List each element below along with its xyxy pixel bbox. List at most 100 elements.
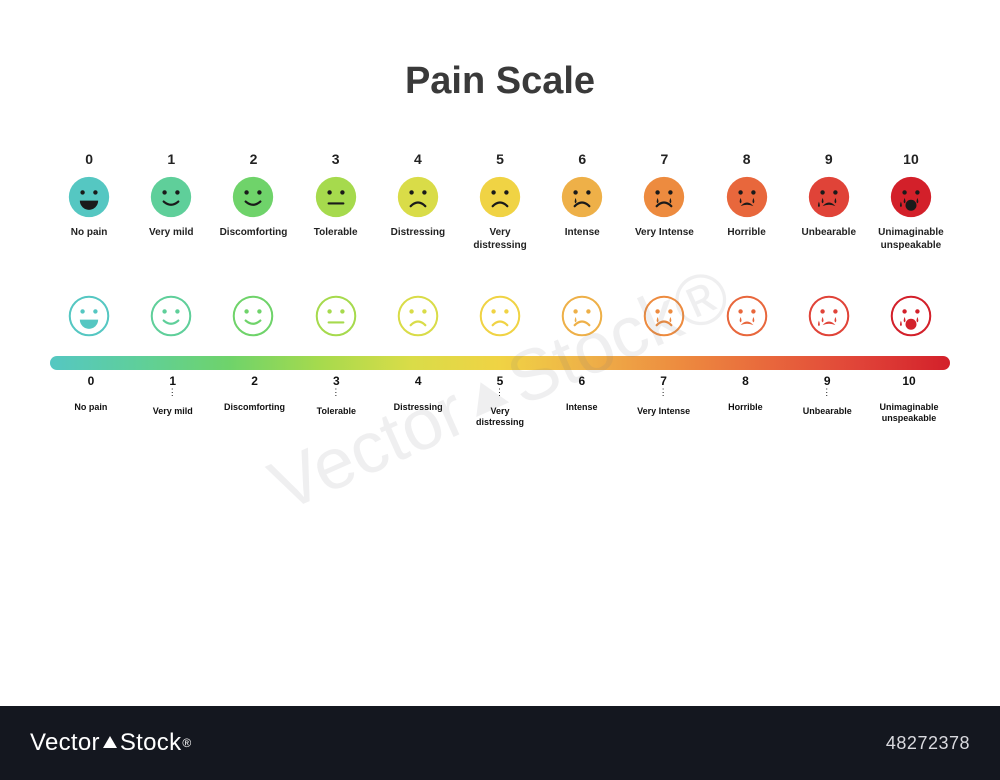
marker-label: Horrible (728, 402, 763, 413)
pain-level-3: 3 Tolerable (297, 151, 375, 252)
face-outline-icon (642, 294, 686, 338)
pain-level-2: 2 Discomforting (214, 151, 292, 252)
level-number: 8 (743, 151, 751, 167)
face-icon (149, 175, 193, 219)
pain-level-outline-5 (461, 294, 539, 338)
gradient-bar-section: 0 No pain 1 ⋮ Very mild 2 Discomforting … (50, 356, 950, 428)
level-label: Distressing (391, 227, 445, 251)
level-label: Intense (565, 227, 600, 251)
face-icon (478, 175, 522, 219)
pain-level-5: 5 Very distressing (461, 151, 539, 252)
filled-faces-row: 0 No pain 1 Very mild 2 Discomforting 3 (50, 151, 950, 252)
level-label: Very distressing (473, 227, 526, 252)
marker-number: 3 (333, 374, 340, 388)
marker-label: Unbearable (803, 406, 852, 417)
pain-level-outline-0 (50, 294, 128, 338)
marker-number: 8 (742, 374, 749, 388)
face-icon (725, 175, 769, 219)
bar-marker-4: 4 Distressing (377, 374, 459, 428)
face-outline-icon (807, 294, 851, 338)
level-number: 3 (332, 151, 340, 167)
marker-dots: ⋮ (168, 390, 178, 400)
face-icon (396, 175, 440, 219)
pain-level-outline-7 (625, 294, 703, 338)
pain-level-outline-10 (872, 294, 950, 338)
marker-label: Intense (566, 402, 598, 413)
pain-level-6: 6 Intense (543, 151, 621, 252)
marker-label: Very Intense (637, 406, 690, 417)
marker-number: 4 (415, 374, 422, 388)
level-number: 2 (250, 151, 258, 167)
pain-level-outline-1 (132, 294, 210, 338)
marker-number: 9 (824, 374, 831, 388)
level-label: No pain (71, 227, 108, 251)
level-label: Very mild (149, 227, 193, 251)
pain-level-10: 10 Unimaginable unspeakable (872, 151, 950, 252)
marker-label: Very distressing (476, 406, 524, 428)
pain-level-8: 8 Horrible (708, 151, 786, 252)
face-outline-icon (231, 294, 275, 338)
level-label: Unimaginable unspeakable (878, 227, 944, 252)
level-label: Tolerable (314, 227, 358, 251)
face-icon (642, 175, 686, 219)
pain-level-4: 4 Distressing (379, 151, 457, 252)
marker-dots: ⋮ (659, 390, 669, 400)
level-label: Unbearable (802, 227, 856, 251)
bar-marker-10: 10 Unimaginable unspeakable (868, 374, 950, 428)
marker-label: No pain (74, 402, 107, 413)
face-outline-icon (560, 294, 604, 338)
marker-number: 5 (497, 374, 504, 388)
face-outline-icon (314, 294, 358, 338)
level-number: 9 (825, 151, 833, 167)
bar-marker-5: 5 ⋮ Very distressing (459, 374, 541, 428)
bar-marker-2: 2 Discomforting (214, 374, 296, 428)
face-outline-icon (67, 294, 111, 338)
marker-number: 2 (251, 374, 258, 388)
face-icon (67, 175, 111, 219)
level-number: 0 (85, 151, 93, 167)
marker-number: 10 (902, 374, 915, 388)
marker-number: 7 (660, 374, 667, 388)
marker-label: Distressing (394, 402, 443, 413)
bar-marker-1: 1 ⋮ Very mild (132, 374, 214, 428)
pain-level-outline-3 (297, 294, 375, 338)
bar-marker-7: 7 ⋮ Very Intense (623, 374, 705, 428)
level-number: 4 (414, 151, 422, 167)
level-label: Horrible (727, 227, 765, 251)
face-outline-icon (396, 294, 440, 338)
marker-label: Unimaginable unspeakable (880, 402, 939, 424)
marker-number: 0 (88, 374, 95, 388)
bar-marker-8: 8 Horrible (705, 374, 787, 428)
pain-level-7: 7 Very Intense (625, 151, 703, 252)
level-number: 1 (167, 151, 175, 167)
pain-level-1: 1 Very mild (132, 151, 210, 252)
face-icon (314, 175, 358, 219)
footer-bar: Vector Stock® 48272378 (0, 706, 1000, 780)
face-icon (560, 175, 604, 219)
page-title: Pain Scale (50, 60, 950, 103)
marker-label: Very mild (153, 406, 193, 417)
pain-level-outline-4 (379, 294, 457, 338)
bar-marker-3: 3 ⋮ Tolerable (295, 374, 377, 428)
pain-level-outline-8 (708, 294, 786, 338)
gradient-bar (50, 356, 950, 370)
face-outline-icon (889, 294, 933, 338)
face-outline-icon (149, 294, 193, 338)
pain-level-outline-2 (214, 294, 292, 338)
face-outline-icon (725, 294, 769, 338)
pain-level-outline-6 (543, 294, 621, 338)
marker-number: 1 (169, 374, 176, 388)
marker-dots: ⋮ (495, 390, 505, 400)
level-label: Discomforting (220, 227, 288, 251)
level-number: 5 (496, 151, 504, 167)
face-icon (889, 175, 933, 219)
marker-number: 6 (578, 374, 585, 388)
level-number: 7 (661, 151, 669, 167)
stock-id: 48272378 (886, 733, 970, 754)
marker-label: Tolerable (317, 406, 356, 417)
gradient-bar-markers: 0 No pain 1 ⋮ Very mild 2 Discomforting … (50, 374, 950, 428)
outline-faces-row (50, 294, 950, 338)
brand-logo: Vector Stock® (30, 729, 192, 757)
level-label: Very Intense (635, 227, 694, 251)
face-outline-icon (478, 294, 522, 338)
